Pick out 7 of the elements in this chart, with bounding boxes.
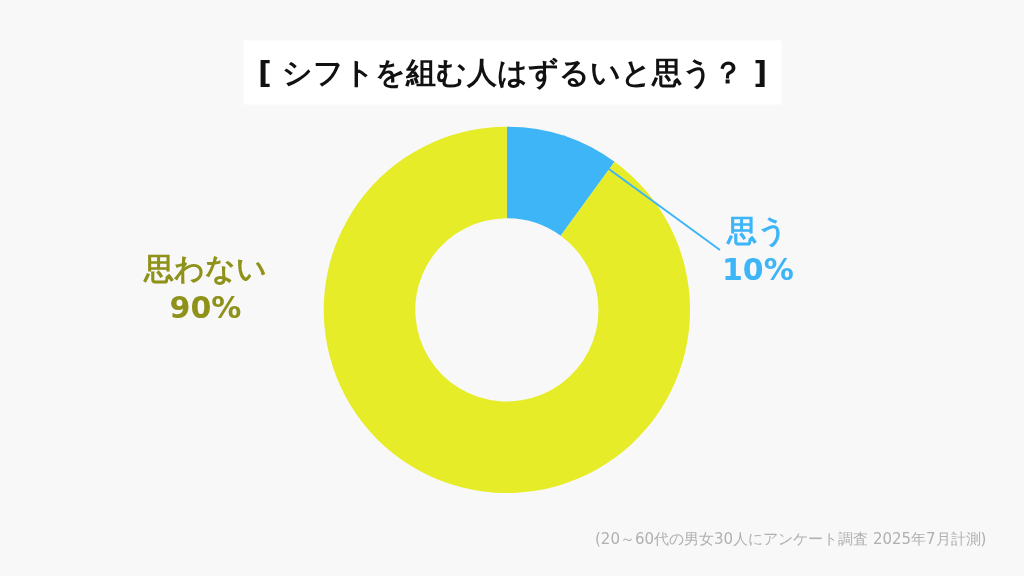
donut-slice [323, 126, 690, 493]
data-label: 10% [722, 252, 794, 287]
text: (20～60代の男女30人にアンケート調査 2025年7月計測) [595, 530, 987, 548]
slice-label: 思わない [143, 251, 267, 286]
data-label: 90% [169, 290, 242, 325]
slice-label: 思う [726, 213, 789, 248]
chart-title: [ シフトを組む人はずるいと思う？ ] [258, 55, 768, 90]
